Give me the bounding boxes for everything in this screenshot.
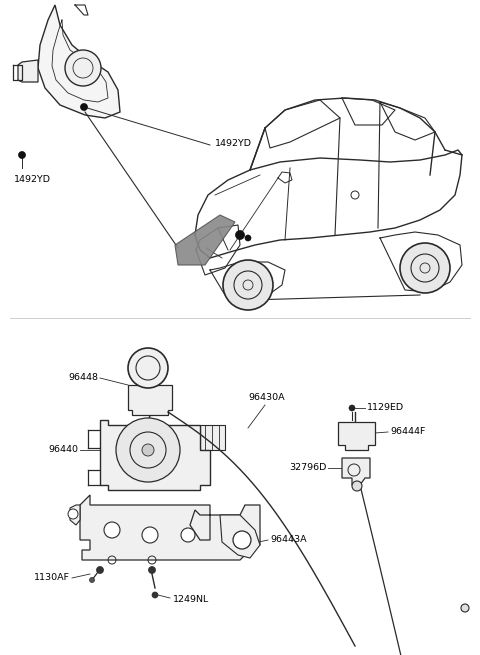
- Text: 96444F: 96444F: [390, 426, 425, 436]
- Polygon shape: [100, 420, 210, 490]
- Circle shape: [152, 592, 158, 598]
- Circle shape: [65, 50, 101, 86]
- Text: 32796D: 32796D: [289, 462, 327, 472]
- Circle shape: [352, 481, 362, 491]
- Polygon shape: [18, 60, 38, 82]
- Circle shape: [104, 522, 120, 538]
- Text: 96443A: 96443A: [270, 536, 307, 544]
- Circle shape: [461, 604, 469, 612]
- Circle shape: [223, 260, 273, 310]
- Circle shape: [19, 151, 25, 159]
- Polygon shape: [175, 215, 235, 265]
- Text: 1249NL: 1249NL: [173, 595, 209, 605]
- Polygon shape: [128, 385, 172, 415]
- Circle shape: [142, 444, 154, 456]
- Circle shape: [68, 509, 78, 519]
- Circle shape: [349, 405, 355, 411]
- Polygon shape: [70, 505, 80, 525]
- Circle shape: [148, 567, 156, 574]
- Circle shape: [116, 418, 180, 482]
- Circle shape: [236, 231, 244, 240]
- Circle shape: [89, 578, 95, 582]
- Text: 1130AF: 1130AF: [34, 574, 70, 582]
- Circle shape: [96, 567, 104, 574]
- Text: 1492YD: 1492YD: [215, 138, 252, 147]
- Circle shape: [128, 348, 168, 388]
- Polygon shape: [338, 422, 375, 450]
- Text: 1492YD: 1492YD: [14, 176, 51, 185]
- Polygon shape: [38, 5, 120, 118]
- Circle shape: [400, 243, 450, 293]
- Text: 96430A: 96430A: [248, 394, 285, 403]
- Circle shape: [81, 103, 87, 111]
- Bar: [200, 425, 225, 450]
- Circle shape: [245, 235, 251, 241]
- Text: 96440: 96440: [48, 445, 78, 455]
- Circle shape: [142, 527, 158, 543]
- Text: 1129ED: 1129ED: [367, 403, 404, 411]
- Polygon shape: [80, 495, 260, 560]
- Circle shape: [181, 528, 195, 542]
- Polygon shape: [342, 458, 370, 485]
- Circle shape: [233, 531, 251, 549]
- Text: 96448: 96448: [68, 373, 98, 381]
- Polygon shape: [220, 515, 260, 558]
